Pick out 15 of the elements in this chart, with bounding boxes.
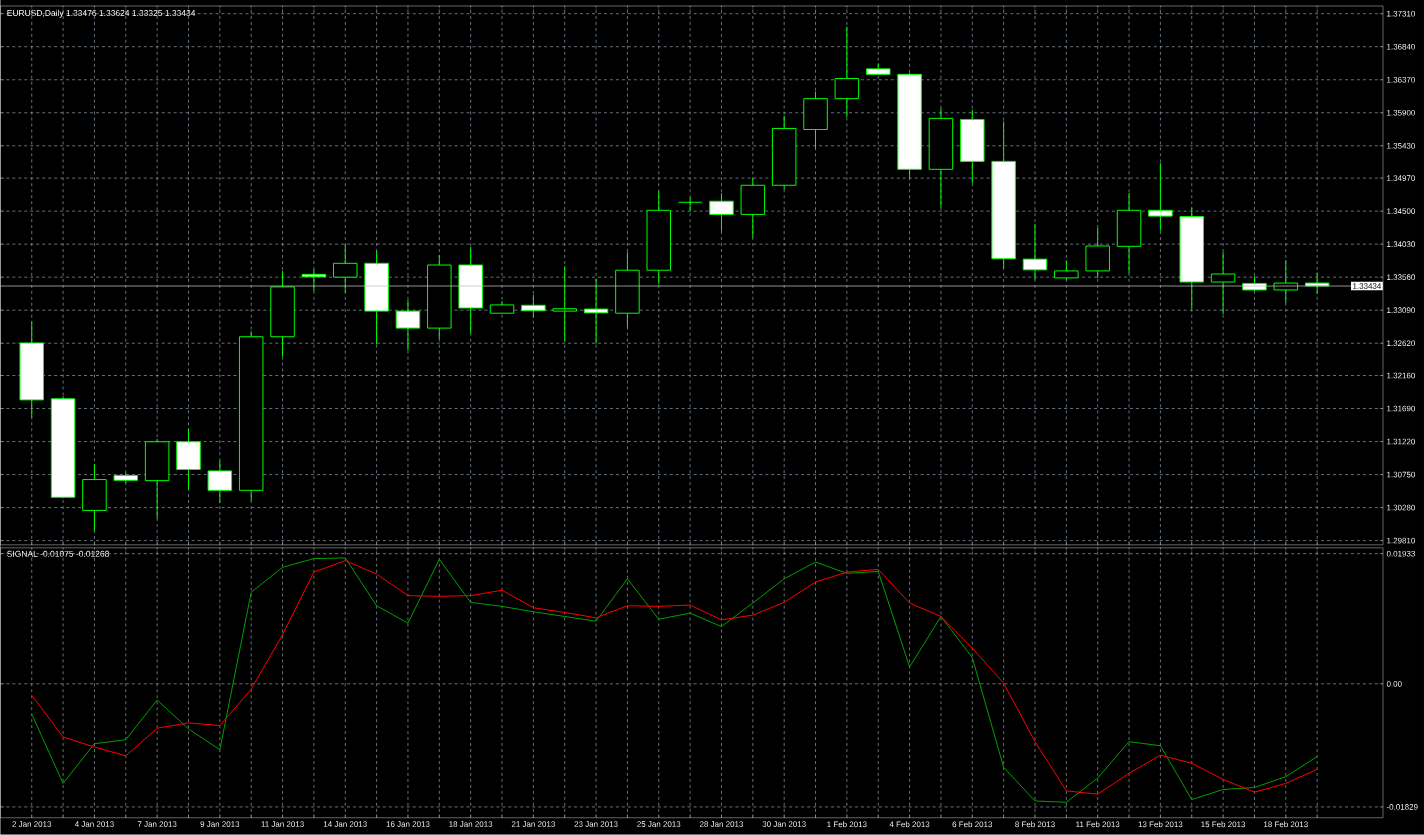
candlestick — [583, 278, 609, 345]
chart-title: EURUSD,Daily 1.33476 1.33624 1.33325 1.33434 — [7, 9, 196, 18]
candlestick — [207, 460, 233, 504]
candlestick — [1022, 223, 1048, 281]
candlestick — [1148, 162, 1173, 232]
candlestick — [709, 192, 734, 232]
chart-title: SIGNAL -0.01075 -0.01268 — [7, 550, 109, 557]
candlestick — [834, 26, 860, 118]
candlestick — [677, 197, 703, 212]
candlestick — [395, 299, 421, 351]
candlestick — [1054, 260, 1079, 281]
candlestick — [521, 294, 546, 318]
candlestick — [1210, 251, 1236, 315]
candlestick — [552, 266, 577, 343]
candlestick — [333, 243, 358, 294]
